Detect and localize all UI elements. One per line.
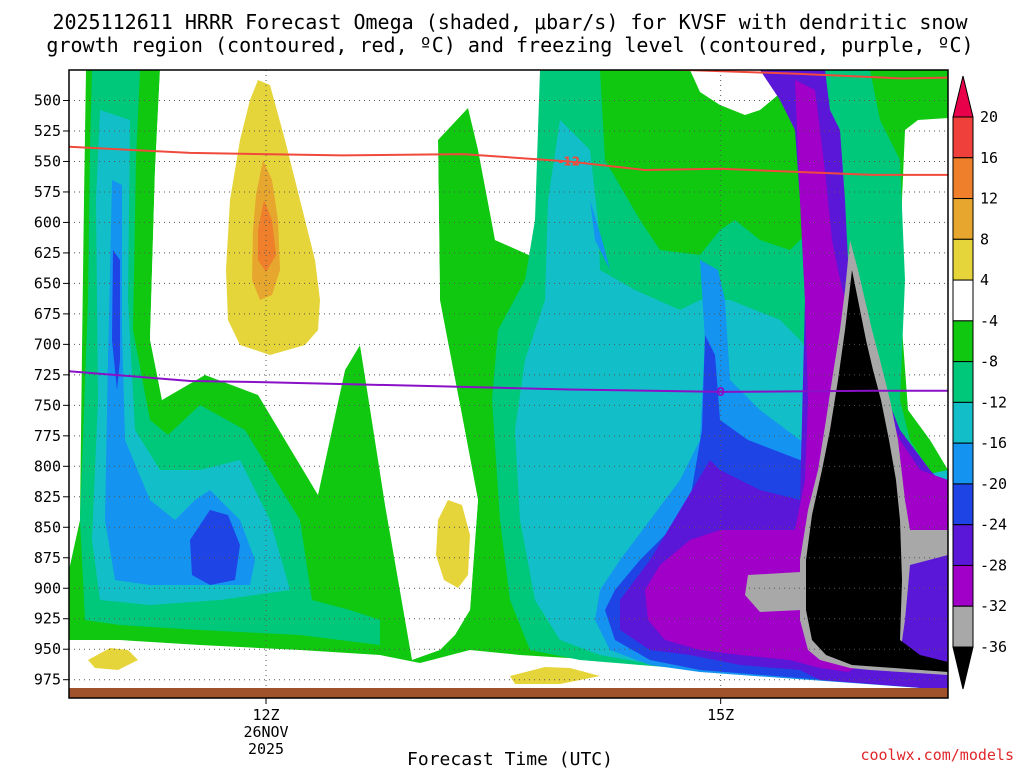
omega-region-4-to-8-b bbox=[436, 500, 470, 588]
colorbar-swatch bbox=[952, 524, 974, 566]
colorbar-label: 20 bbox=[980, 108, 998, 126]
minus18-isotherm-contour bbox=[656, 70, 948, 80]
colorbar-swatch-top-triangle bbox=[952, 75, 974, 118]
y-tick-label: 600 bbox=[34, 213, 61, 231]
colorbar-label: 16 bbox=[980, 149, 998, 167]
colorbar-label: -32 bbox=[980, 597, 1007, 615]
omega-region-neutral-east-top bbox=[690, 70, 780, 115]
credit-text: coolwx.com/models bbox=[860, 746, 1014, 764]
contours: -18-18-12-1200 bbox=[69, 70, 948, 399]
omega-region-neutral-lower bbox=[69, 640, 948, 698]
colorbar-label: -24 bbox=[980, 516, 1007, 534]
colorbar-label: -12 bbox=[980, 393, 1007, 411]
colorbar-swatch bbox=[952, 605, 974, 648]
colorbar-label: -4 bbox=[980, 312, 998, 330]
omega-region-12-to-16 bbox=[258, 200, 276, 272]
y-tick-label: 500 bbox=[34, 91, 61, 109]
y-tick-label: 850 bbox=[34, 518, 61, 536]
colorbar-label: -8 bbox=[980, 353, 998, 371]
colorbar-swatch bbox=[952, 116, 974, 159]
y-tick-label: 825 bbox=[34, 488, 61, 506]
colorbar-label: -20 bbox=[980, 475, 1007, 493]
y-tick-label: 900 bbox=[34, 579, 61, 597]
y-tick-label: 700 bbox=[34, 335, 61, 353]
y-tick-label: 550 bbox=[34, 152, 61, 170]
colorbar-swatch bbox=[952, 320, 974, 363]
colorbar: 20 16 12 8 4 -4 -8 -12 -16 -20 -24 -28 -32 -36 bbox=[952, 75, 1007, 690]
y-tick-label: 650 bbox=[34, 274, 61, 292]
colorbar-swatch bbox=[952, 157, 974, 200]
omega-region-4-to-8-d bbox=[510, 667, 600, 684]
colorbar-swatch-bottom-triangle bbox=[952, 646, 974, 690]
chart-title-line-2: growth region (contoured, red, ºC) and f… bbox=[46, 33, 973, 57]
colorbar-swatch bbox=[952, 361, 974, 403]
y-tick-label: 975 bbox=[34, 671, 61, 689]
x-axis-title: Forecast Time (UTC) bbox=[407, 749, 613, 768]
colorbar-label: -36 bbox=[980, 638, 1007, 656]
y-tick-label: 875 bbox=[34, 549, 61, 567]
terrain-ground bbox=[69, 688, 948, 698]
x-tick-year: 2025 bbox=[248, 740, 284, 758]
y-tick-label: 750 bbox=[34, 396, 61, 414]
freezing-level-label: 0 bbox=[716, 385, 724, 399]
y-tick-label: 625 bbox=[34, 244, 61, 262]
plot-frame bbox=[68, 69, 949, 699]
y-tick-label: 575 bbox=[34, 183, 61, 201]
y-tick-label: 775 bbox=[34, 427, 61, 445]
colorbar-swatch bbox=[952, 564, 974, 607]
colorbar-label: -28 bbox=[980, 556, 1007, 574]
minus12-isotherm-contour bbox=[69, 145, 948, 176]
omega-shading bbox=[69, 70, 948, 698]
chart-title-line-1: 2025112611 HRRR Forecast Omega (shaded, … bbox=[52, 10, 968, 34]
colorbar-swatch bbox=[952, 198, 974, 240]
x-tick-date: 26NOV bbox=[243, 723, 288, 741]
x-axis: 12Z26NOV202515Z18Z21Z00Z27NOV03Z bbox=[243, 698, 734, 758]
y-tick-label: 950 bbox=[34, 640, 61, 658]
colorbar-label: 8 bbox=[980, 230, 989, 248]
freezing-level-contour bbox=[69, 370, 948, 393]
y-tick-label: 525 bbox=[34, 122, 61, 140]
omega-region-4-to-8-c bbox=[88, 648, 138, 670]
y-tick-label: 675 bbox=[34, 305, 61, 323]
colorbar-swatch bbox=[952, 442, 974, 485]
colorbar-label: 12 bbox=[980, 190, 998, 208]
y-axis: 500 525 550 575 600 625 650 675 700 725 750 775 800 8… bbox=[34, 91, 69, 689]
omega-region-below-36 bbox=[806, 270, 948, 672]
x-tick-label: 15Z bbox=[707, 706, 734, 724]
y-tick-label: 925 bbox=[34, 610, 61, 628]
x-tick-label: 12Z bbox=[252, 706, 279, 724]
colorbar-label: 4 bbox=[980, 271, 989, 289]
colorbar-swatch bbox=[952, 279, 974, 322]
colorbar-swatch bbox=[952, 238, 974, 281]
omega-region-neutral-east-right bbox=[900, 118, 948, 470]
y-tick-label: 725 bbox=[34, 366, 61, 384]
colorbar-swatch bbox=[952, 401, 974, 444]
colorbar-label: -16 bbox=[980, 434, 1007, 452]
colorbar-swatch bbox=[952, 483, 974, 526]
minus12-isotherm-label: -12 bbox=[558, 154, 580, 168]
y-tick-label: 800 bbox=[34, 457, 61, 475]
